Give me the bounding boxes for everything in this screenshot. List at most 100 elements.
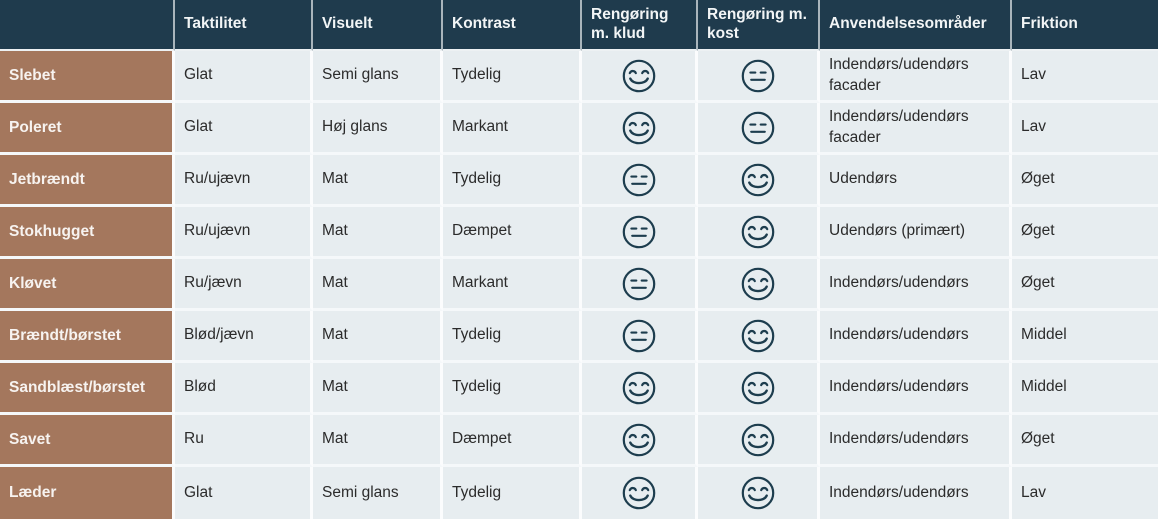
- taktilitet-cell: Ru/jævn: [175, 259, 313, 311]
- row-header-cell: Savet: [0, 415, 175, 467]
- klud-cell: [582, 155, 698, 207]
- row-header-cell: Stokhugget: [0, 207, 175, 259]
- row-header-cell: Poleret: [0, 103, 175, 155]
- table-row: Brændt/børstet Blød/jævn Mat Tydelig Indendø…: [0, 311, 1158, 363]
- row-header-cell: Brændt/børstet: [0, 311, 175, 363]
- visuelt-cell: Mat: [313, 363, 443, 415]
- neutral-face-icon: [622, 267, 655, 300]
- table-row: Sandblæst/børstet Blød Mat Tydelig Indendørs…: [0, 363, 1158, 415]
- smiling-face-icon: [622, 423, 655, 456]
- smiling-face-icon: [622, 59, 655, 92]
- visuelt-cell: Mat: [313, 259, 443, 311]
- column-header-taktilitet: Taktilitet: [175, 0, 313, 51]
- column-header-visuelt: Visuelt: [313, 0, 443, 51]
- kost-cell: [698, 155, 820, 207]
- taktilitet-cell: Ru: [175, 415, 313, 467]
- taktilitet-cell: Glat: [175, 51, 313, 103]
- smiling-face-icon: [741, 371, 774, 404]
- table-row: Læder Glat Semi glans Tydelig Indendørs/uden…: [0, 467, 1158, 519]
- friktion-cell: Middel: [1012, 363, 1158, 415]
- friktion-cell: Lav: [1012, 51, 1158, 103]
- anvendelse-cell: Udendørs: [820, 155, 1012, 207]
- table-row: Poleret Glat Høj glans Markant Indendørs/ude…: [0, 103, 1158, 155]
- neutral-face-icon: [741, 59, 774, 92]
- visuelt-cell: Mat: [313, 415, 443, 467]
- taktilitet-cell: Glat: [175, 467, 313, 519]
- taktilitet-cell: Blød: [175, 363, 313, 415]
- row-header-cell: Læder: [0, 467, 175, 519]
- kontrast-cell: Dæmpet: [443, 415, 582, 467]
- taktilitet-cell: Blød/jævn: [175, 311, 313, 363]
- smiling-face-icon: [622, 476, 655, 510]
- column-header-rengoring-klud: Rengøring m. klud: [582, 0, 698, 51]
- visuelt-cell: Semi glans: [313, 51, 443, 103]
- column-header-kontrast: Kontrast: [443, 0, 582, 51]
- row-header-cell: Kløvet: [0, 259, 175, 311]
- anvendelse-cell: Indendørs/udendørs facader: [820, 51, 1012, 103]
- kontrast-cell: Tydelig: [443, 311, 582, 363]
- kost-cell: [698, 363, 820, 415]
- kontrast-cell: Tydelig: [443, 363, 582, 415]
- kontrast-cell: Tydelig: [443, 155, 582, 207]
- friktion-cell: Øget: [1012, 207, 1158, 259]
- anvendelse-cell: Indendørs/udendørs: [820, 259, 1012, 311]
- friktion-cell: Øget: [1012, 259, 1158, 311]
- anvendelse-cell: Indendørs/udendørs: [820, 415, 1012, 467]
- visuelt-cell: Semi glans: [313, 467, 443, 519]
- column-header-friktion: Friktion: [1012, 0, 1158, 51]
- kost-cell: [698, 259, 820, 311]
- neutral-face-icon: [741, 111, 774, 144]
- smiling-face-icon: [741, 215, 774, 248]
- column-header-rengoring-kost: Rengøring m. kost: [698, 0, 820, 51]
- table-row: Stokhugget Ru/ujævn Mat Dæmpet Udendørs (pri…: [0, 207, 1158, 259]
- friktion-cell: Øget: [1012, 415, 1158, 467]
- klud-cell: [582, 415, 698, 467]
- klud-cell: [582, 363, 698, 415]
- anvendelse-cell: Udendørs (primært): [820, 207, 1012, 259]
- corner-header-cell: [0, 0, 175, 51]
- smiling-face-icon: [741, 163, 774, 196]
- friktion-cell: Øget: [1012, 155, 1158, 207]
- klud-cell: [582, 207, 698, 259]
- visuelt-cell: Mat: [313, 311, 443, 363]
- kontrast-cell: Tydelig: [443, 467, 582, 519]
- kost-cell: [698, 311, 820, 363]
- smiling-face-icon: [741, 319, 774, 352]
- smiling-face-icon: [741, 476, 774, 510]
- visuelt-cell: Mat: [313, 155, 443, 207]
- friktion-cell: Lav: [1012, 467, 1158, 519]
- kost-cell: [698, 207, 820, 259]
- row-header-cell: Jetbrændt: [0, 155, 175, 207]
- kontrast-cell: Dæmpet: [443, 207, 582, 259]
- kontrast-cell: Markant: [443, 259, 582, 311]
- neutral-face-icon: [622, 319, 655, 352]
- kost-cell: [698, 103, 820, 155]
- row-header-cell: Sandblæst/børstet: [0, 363, 175, 415]
- column-header-anvendelsesomrader: Anvendelsesområder: [820, 0, 1012, 51]
- klud-cell: [582, 259, 698, 311]
- visuelt-cell: Mat: [313, 207, 443, 259]
- klud-cell: [582, 467, 698, 519]
- anvendelse-cell: Indendørs/udendørs facader: [820, 103, 1012, 155]
- table-row: Slebet Glat Semi glans Tydelig Indendørs/ude…: [0, 51, 1158, 103]
- taktilitet-cell: Glat: [175, 103, 313, 155]
- klud-cell: [582, 51, 698, 103]
- taktilitet-cell: Ru/ujævn: [175, 207, 313, 259]
- visuelt-cell: Høj glans: [313, 103, 443, 155]
- kost-cell: [698, 51, 820, 103]
- anvendelse-cell: Indendørs/udendørs: [820, 467, 1012, 519]
- neutral-face-icon: [622, 215, 655, 248]
- table-row: Jetbrændt Ru/ujævn Mat Tydelig Udendørs Øget: [0, 155, 1158, 207]
- kontrast-cell: Markant: [443, 103, 582, 155]
- row-header-cell: Slebet: [0, 51, 175, 103]
- anvendelse-cell: Indendørs/udendørs: [820, 363, 1012, 415]
- kontrast-cell: Tydelig: [443, 51, 582, 103]
- header-row: Taktilitet Visuelt Kontrast Rengøring m.…: [0, 0, 1158, 51]
- smiling-face-icon: [622, 111, 655, 144]
- smiling-face-icon: [622, 371, 655, 404]
- klud-cell: [582, 103, 698, 155]
- smiling-face-icon: [741, 267, 774, 300]
- taktilitet-cell: Ru/ujævn: [175, 155, 313, 207]
- neutral-face-icon: [622, 163, 655, 196]
